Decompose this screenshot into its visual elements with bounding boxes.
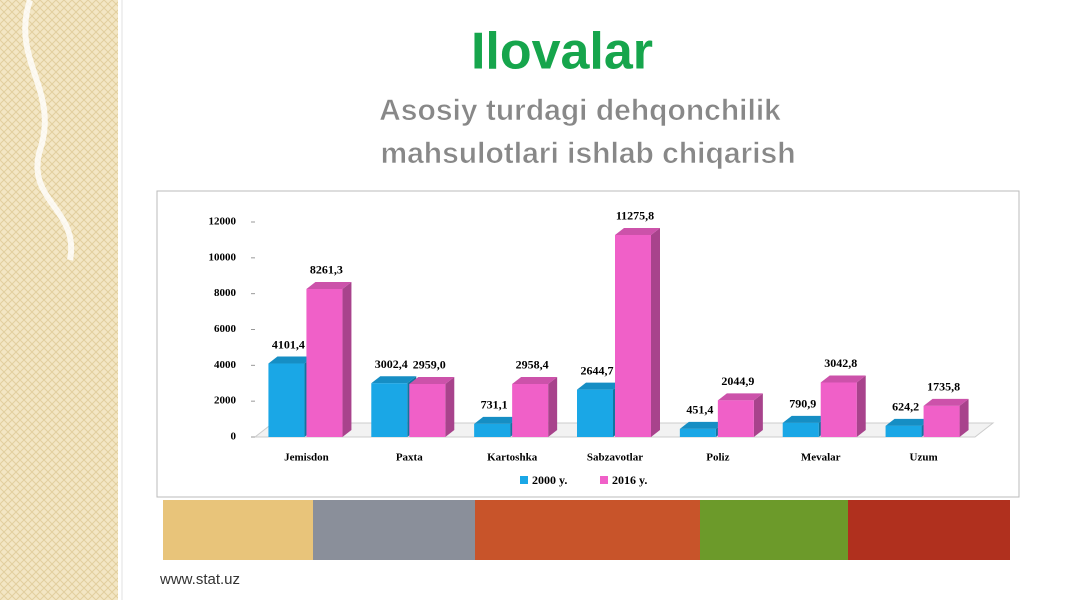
bar	[679, 428, 716, 437]
bar	[512, 383, 549, 437]
photo	[163, 500, 313, 560]
value-label: 2958,4	[516, 358, 549, 372]
value-label: 11275,8	[616, 209, 654, 223]
value-label: 4101,4	[272, 337, 305, 351]
photo	[848, 500, 1010, 560]
bar-top	[577, 382, 622, 390]
bar	[371, 383, 408, 437]
bar-top	[306, 281, 352, 289]
bar	[717, 400, 754, 437]
value-label: 1735,8	[927, 380, 960, 394]
bar-top	[717, 393, 763, 401]
bar-side	[342, 281, 352, 437]
bar-side	[445, 376, 455, 437]
legend-label: 2016 y.	[612, 473, 647, 487]
slide-subtitle: mahsulotlari ishlab chiqarish	[380, 137, 795, 170]
bar	[268, 363, 305, 437]
value-label: 8261,3	[310, 263, 343, 277]
bar	[782, 422, 819, 437]
bar	[306, 288, 343, 437]
y-tick-label: 0	[231, 431, 237, 443]
footer: www.stat.uz	[159, 571, 240, 588]
photo	[475, 500, 700, 560]
photo	[313, 500, 475, 560]
side-strip	[0, 0, 118, 600]
bar	[615, 234, 651, 437]
y-tick-label: 10000	[209, 251, 237, 263]
bar-side	[856, 375, 866, 437]
value-label: 790,9	[789, 397, 816, 411]
x-tick-label: Poliz	[706, 452, 729, 464]
photo-strip	[163, 500, 1010, 560]
x-tick-label: Paxta	[396, 452, 423, 464]
bar	[409, 383, 446, 437]
bar	[577, 389, 613, 437]
y-tick-label: 2000	[214, 395, 237, 407]
y-tick-label: 6000	[214, 323, 237, 335]
legend-swatch	[600, 476, 608, 484]
chart-frame	[156, 190, 1020, 498]
y-tick-label: 8000	[214, 287, 237, 299]
bar	[923, 405, 960, 437]
bar	[885, 425, 922, 437]
y-tick-label: 4000	[214, 359, 237, 371]
bar-top	[409, 376, 455, 384]
value-label: 2644,7	[581, 363, 614, 377]
slide-title: Ilovalar	[471, 23, 653, 81]
bar-side	[651, 227, 660, 437]
decoration	[22, 0, 75, 261]
y-tick-label: 12000	[209, 216, 237, 228]
bar-side	[753, 393, 763, 437]
x-tick-label: Kartoshka	[487, 452, 538, 464]
bar-top	[782, 415, 828, 423]
value-label: 3002,4	[375, 357, 408, 371]
bar-top	[615, 227, 660, 235]
value-label: 2959,0	[413, 358, 446, 372]
x-tick-label: Mevalar	[801, 452, 841, 464]
bar	[474, 423, 511, 437]
photo	[700, 500, 848, 560]
x-tick-label: Uzum	[910, 452, 938, 464]
bar-top	[923, 398, 969, 406]
legend-label: 2000 y.	[532, 473, 567, 487]
bar-top	[679, 421, 725, 429]
bar-top	[820, 375, 866, 383]
x-tick-label: Jemisdon	[284, 452, 329, 464]
value-label: 451,4	[686, 403, 713, 417]
bar-top	[371, 376, 417, 384]
bar	[820, 382, 857, 437]
value-label: 624,2	[892, 400, 919, 414]
bar-top	[474, 416, 520, 424]
bar-top	[512, 376, 558, 384]
bar-top	[268, 356, 314, 364]
bar-side	[959, 398, 969, 437]
slide-subtitle: Asosiy turdagi dehqonchilik	[379, 94, 781, 127]
value-label: 3042,8	[824, 356, 857, 370]
legend-swatch	[520, 476, 528, 484]
bar-side	[548, 376, 558, 437]
value-label: 2044,9	[721, 374, 754, 388]
value-label: 731,1	[481, 398, 508, 412]
x-tick-label: Sabzavotlar	[587, 452, 643, 464]
bar-top	[885, 418, 931, 426]
